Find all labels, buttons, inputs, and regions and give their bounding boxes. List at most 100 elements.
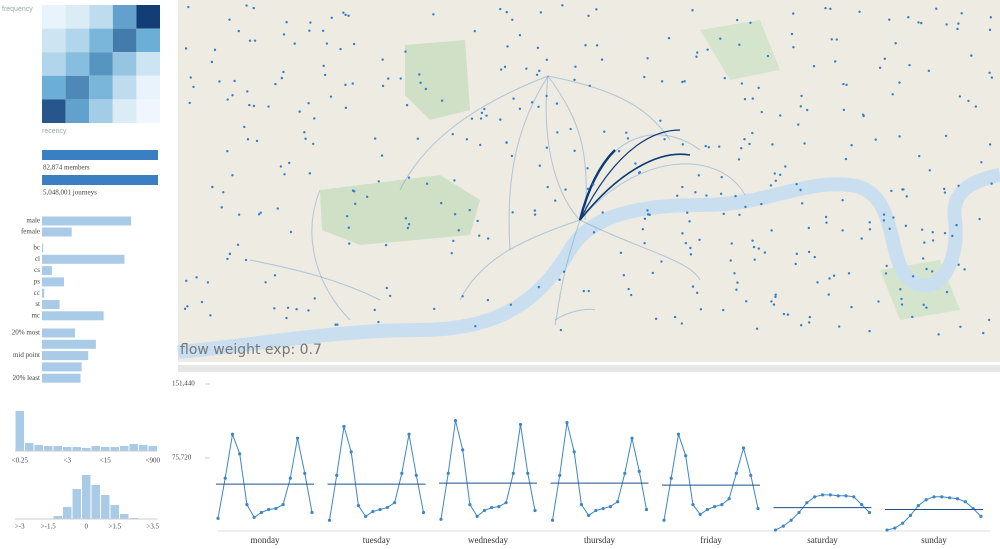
bar: [42, 254, 125, 264]
day-line: [552, 422, 647, 521]
station: [774, 179, 777, 182]
x-tick-label: >-3: [15, 523, 25, 531]
station: [987, 318, 991, 322]
station: [630, 293, 633, 297]
station: [945, 23, 948, 26]
station: [829, 7, 832, 11]
point: [713, 504, 717, 509]
station: [688, 220, 691, 223]
point: [916, 504, 920, 508]
station: [778, 173, 782, 177]
station: [592, 183, 595, 186]
station: [982, 331, 985, 335]
point: [813, 495, 817, 499]
station: [694, 191, 697, 194]
point: [565, 420, 569, 425]
station: [900, 297, 903, 301]
station: [696, 291, 699, 295]
hist-bar: [72, 447, 81, 451]
station: [920, 228, 924, 231]
station: [222, 191, 225, 194]
station: [388, 294, 392, 298]
bar-label: 20% least: [13, 374, 40, 382]
station: [282, 33, 286, 36]
x-axis-label: recency: [42, 128, 67, 135]
station: [684, 241, 688, 245]
hist-bar: [72, 489, 81, 519]
map-background: [178, 0, 1000, 362]
station: [779, 114, 782, 117]
flow: [547, 75, 671, 141]
station: [380, 154, 384, 157]
station: [807, 250, 811, 254]
station: [828, 277, 831, 280]
station: [833, 60, 837, 63]
station: [782, 312, 786, 316]
hist-bar: [15, 411, 24, 451]
station: [183, 307, 187, 311]
flow: [399, 75, 549, 191]
station: [738, 43, 741, 46]
point: [245, 503, 249, 507]
point: [526, 471, 530, 475]
station: [334, 323, 337, 326]
river: [177, 168, 1000, 359]
station: [790, 32, 794, 36]
bar: [42, 300, 60, 309]
station: [800, 94, 803, 98]
station: [957, 263, 960, 266]
station: [957, 184, 960, 187]
day-label: friday: [700, 535, 722, 545]
point: [720, 503, 724, 507]
station: [537, 105, 540, 109]
station: [918, 154, 921, 158]
point: [407, 432, 411, 436]
station: [813, 255, 816, 259]
station: [237, 29, 240, 33]
station: [719, 192, 723, 196]
point: [756, 506, 760, 511]
point: [587, 513, 591, 517]
point: [885, 528, 889, 532]
hist-bar: [82, 475, 91, 519]
station: [406, 226, 410, 230]
station: [888, 18, 891, 21]
station: [740, 82, 744, 85]
bar: [42, 266, 52, 276]
station: [935, 7, 938, 10]
point: [446, 471, 450, 475]
point: [497, 504, 501, 509]
point: [252, 515, 256, 519]
point: [267, 507, 271, 512]
station: [503, 65, 507, 69]
hist-bar: [82, 448, 91, 451]
hist-bar: [53, 516, 62, 519]
station: [518, 33, 522, 37]
station: [387, 77, 390, 80]
bar: [42, 277, 64, 287]
station: [347, 14, 350, 17]
station: [927, 69, 931, 73]
point: [781, 524, 785, 528]
station: [749, 21, 752, 24]
station: [248, 39, 252, 42]
point: [490, 505, 494, 510]
heat-cell: [112, 28, 137, 53]
station: [733, 272, 736, 275]
point: [741, 446, 746, 450]
point: [630, 436, 634, 440]
station: [525, 67, 528, 70]
station: [721, 308, 725, 312]
station: [743, 97, 747, 101]
bar: [42, 328, 75, 338]
heat-cell: [136, 75, 160, 100]
station: [558, 278, 561, 281]
hist-bar: [101, 447, 110, 451]
station: [990, 182, 993, 185]
station: [289, 230, 293, 234]
station: [989, 16, 993, 19]
station: [720, 175, 723, 179]
day-line: [775, 494, 870, 531]
point: [223, 476, 227, 480]
